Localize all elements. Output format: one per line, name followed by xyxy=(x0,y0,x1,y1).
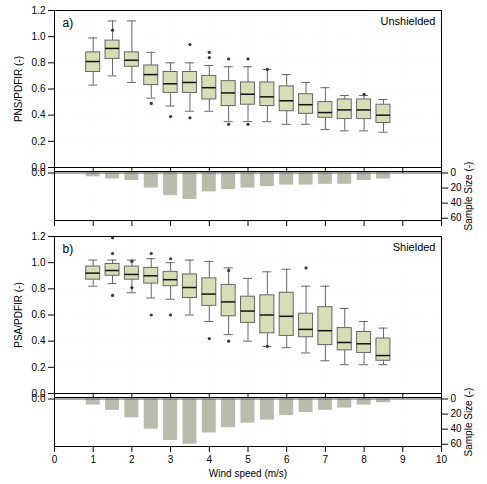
svg-text:Unshielded: Unshielded xyxy=(380,15,435,27)
svg-text:PNS/PDFIR (-): PNS/PDFIR (-) xyxy=(13,56,24,122)
svg-text:b): b) xyxy=(63,242,74,256)
svg-text:10: 10 xyxy=(436,454,448,465)
svg-text:8: 8 xyxy=(361,454,367,465)
svg-text:0: 0 xyxy=(451,167,457,178)
svg-text:2: 2 xyxy=(129,454,135,465)
svg-text:1.0: 1.0 xyxy=(32,257,46,268)
svg-text:0.8: 0.8 xyxy=(32,57,46,68)
svg-text:40: 40 xyxy=(451,197,463,208)
svg-text:1.0: 1.0 xyxy=(32,31,46,42)
svg-text:5: 5 xyxy=(245,454,251,465)
svg-text:PSA/PDFIR (-): PSA/PDFIR (-) xyxy=(13,282,24,348)
svg-text:1.2: 1.2 xyxy=(32,5,46,16)
svg-text:20: 20 xyxy=(451,408,463,419)
svg-text:1.2: 1.2 xyxy=(32,231,46,242)
svg-text:0.8: 0.8 xyxy=(32,283,46,294)
svg-text:0.6: 0.6 xyxy=(32,309,46,320)
svg-text:0: 0 xyxy=(451,393,457,404)
svg-text:Sample Size (-): Sample Size (-) xyxy=(463,388,474,457)
svg-text:0.6: 0.6 xyxy=(32,83,46,94)
svg-text:0.2: 0.2 xyxy=(32,362,46,373)
svg-text:0.4: 0.4 xyxy=(32,335,46,346)
svg-text:Wind speed (m/s): Wind speed (m/s) xyxy=(209,468,287,479)
svg-text:0.0: 0.0 xyxy=(32,393,46,404)
svg-text:9: 9 xyxy=(400,454,406,465)
svg-text:0.4: 0.4 xyxy=(32,109,46,120)
svg-text:60: 60 xyxy=(451,438,463,449)
svg-text:40: 40 xyxy=(451,423,463,434)
svg-text:0.2: 0.2 xyxy=(32,136,46,147)
svg-text:Sample Size (-): Sample Size (-) xyxy=(463,162,474,231)
svg-text:7: 7 xyxy=(323,454,329,465)
svg-text:1: 1 xyxy=(90,454,96,465)
svg-text:0.0: 0.0 xyxy=(32,167,46,178)
svg-text:0: 0 xyxy=(52,454,58,465)
svg-text:Shielded: Shielded xyxy=(393,241,436,253)
svg-text:6: 6 xyxy=(284,454,290,465)
svg-text:4: 4 xyxy=(207,454,213,465)
svg-text:20: 20 xyxy=(451,182,463,193)
svg-text:60: 60 xyxy=(451,212,463,223)
svg-text:3: 3 xyxy=(168,454,174,465)
svg-text:a): a) xyxy=(63,16,74,30)
